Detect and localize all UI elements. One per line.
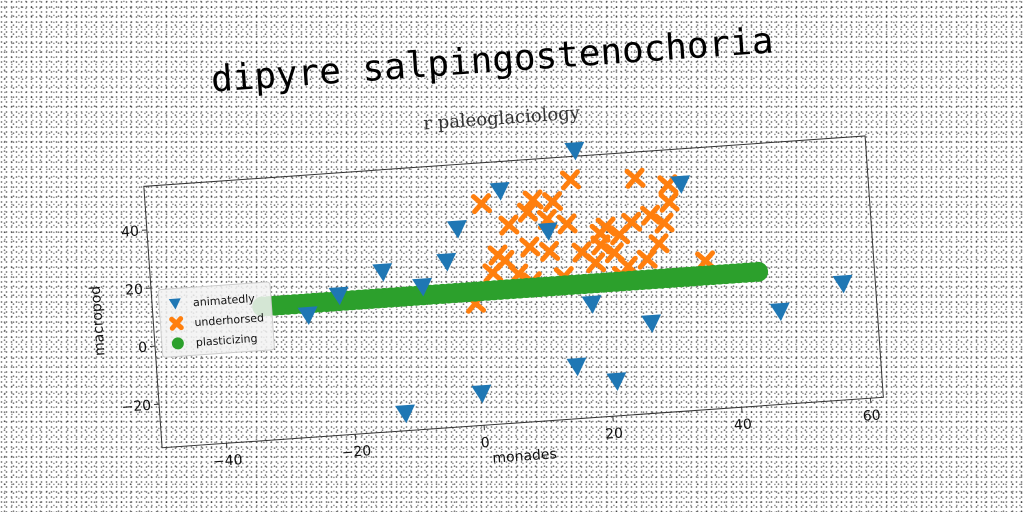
data-point-underhorsed — [556, 213, 578, 235]
data-point-underhorsed — [519, 236, 541, 258]
data-point-animatedly — [328, 286, 349, 306]
data-point-animatedly — [489, 181, 510, 201]
y-axis-label: macropod — [88, 285, 109, 356]
x-tick-label: −20 — [341, 443, 372, 461]
legend-marker-animatedly — [168, 298, 181, 310]
data-point-animatedly — [297, 306, 318, 325]
data-point-animatedly — [832, 274, 853, 294]
data-point-underhorsed — [516, 201, 538, 223]
data-point-underhorsed-stroke — [472, 193, 491, 215]
y-tick-label: 0 — [138, 340, 148, 357]
data-point-animatedly — [446, 219, 467, 239]
chart-subtitle: r paleoglaciology — [423, 103, 582, 135]
legend-box — [157, 281, 275, 358]
data-point-underhorsed — [640, 204, 662, 226]
x-axis-label: monades — [492, 446, 557, 466]
data-point-underhorsed — [539, 240, 561, 262]
data-point-underhorsed-stroke — [625, 167, 645, 189]
data-point-underhorsed-stroke — [540, 240, 560, 262]
data-point-animatedly — [566, 357, 587, 377]
data-point-animatedly — [641, 314, 662, 334]
x-tick-label: 40 — [733, 417, 752, 434]
chart-title: dipyre salpingostenochoria — [210, 20, 775, 100]
data-point-animatedly — [537, 222, 558, 242]
data-point-underhorsed-stroke — [659, 191, 679, 213]
data-point-underhorsed — [624, 167, 646, 189]
data-point-underhorsed — [590, 234, 612, 256]
data-point-underhorsed-stroke — [561, 169, 580, 191]
data-point-underhorsed-stroke — [495, 249, 515, 271]
data-point-underhorsed-stroke — [641, 204, 661, 226]
data-point-underhorsed-stroke — [499, 214, 519, 236]
data-point-animatedly — [471, 384, 492, 404]
data-point-underhorsed — [585, 252, 607, 274]
data-point-underhorsed — [471, 193, 493, 215]
data-point-underhorsed — [658, 191, 680, 213]
data-point-underhorsed-stroke — [543, 191, 563, 213]
legend-label: underhorsed — [194, 311, 264, 329]
data-point-underhorsed-stroke — [637, 248, 657, 270]
data-point-underhorsed-stroke — [557, 213, 577, 235]
data-point-underhorsed — [636, 248, 658, 270]
x-tick-label: 20 — [605, 426, 624, 443]
data-point-animatedly — [412, 277, 433, 297]
series-plasticizing — [252, 261, 769, 317]
data-point-underhorsed-stroke — [591, 234, 611, 256]
x-tick-label: 60 — [862, 408, 881, 425]
data-point-underhorsed-stroke — [572, 241, 592, 263]
x-tick-label: 0 — [480, 435, 490, 452]
data-point-underhorsed-stroke — [586, 252, 606, 274]
data-point-underhorsed — [609, 224, 631, 246]
data-point-animatedly — [581, 295, 602, 314]
legend-item-underhorsed: underhorsed — [169, 311, 264, 331]
legend-label: animatedly — [193, 292, 256, 309]
data-point-underhorsed-stroke — [654, 212, 674, 234]
data-point-underhorsed-stroke — [596, 216, 616, 238]
data-point-underhorsed-stroke — [523, 189, 543, 211]
x-tick-label: −40 — [212, 452, 243, 470]
legend-item-animatedly: animatedly — [168, 292, 256, 310]
data-point-underhorsed — [498, 214, 520, 236]
data-point-underhorsed-stroke — [610, 224, 630, 246]
legend-marker-plasticizing — [171, 337, 184, 350]
data-point-underhorsed-stroke — [604, 242, 624, 264]
data-point-underhorsed — [595, 216, 617, 238]
y-tick-label: 40 — [121, 224, 140, 241]
data-point-plasticizing — [748, 261, 769, 282]
data-point-animatedly — [670, 175, 691, 194]
data-point-underhorsed — [559, 169, 581, 191]
data-point-animatedly — [395, 404, 416, 424]
data-point-underhorsed — [494, 249, 516, 271]
data-point-animatedly — [372, 263, 393, 282]
legend-marker-underhorsed-stroke — [169, 316, 184, 331]
data-point-animatedly — [606, 372, 627, 391]
legend-item-plasticizing: plasticizing — [171, 332, 258, 350]
y-tick-label: −20 — [121, 398, 152, 416]
data-point-underhorsed — [653, 212, 675, 234]
data-point-animatedly — [769, 302, 790, 322]
data-point-underhorsed-stroke — [517, 201, 537, 223]
y-tick-label: 20 — [125, 282, 144, 299]
legend-label: plasticizing — [195, 332, 258, 349]
data-point-underhorsed-stroke — [520, 236, 540, 258]
plot-frame — [143, 135, 884, 449]
series-animatedly — [297, 141, 853, 424]
data-point-underhorsed — [522, 189, 544, 211]
legend-marker-underhorsed — [169, 316, 184, 331]
data-point-animatedly — [564, 141, 585, 161]
series-underhorsed — [465, 167, 717, 314]
data-point-animatedly — [436, 252, 457, 272]
legend: animatedly underhorsed plasticizing — [157, 281, 275, 358]
data-point-underhorsed — [542, 191, 564, 213]
